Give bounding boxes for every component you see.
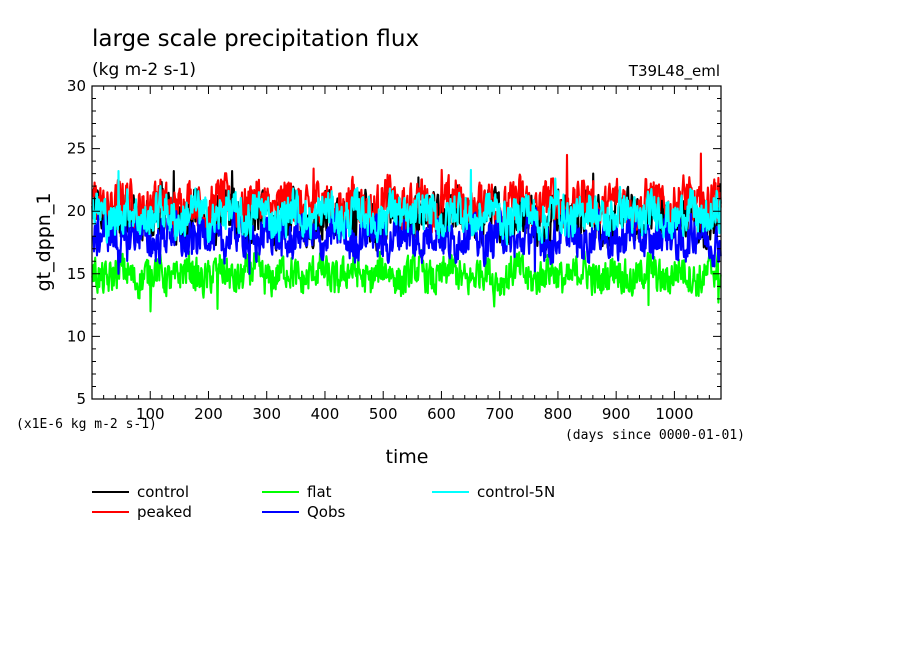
axis-ticks: [92, 85, 721, 400]
x-tick-label: 200: [194, 405, 223, 423]
legend-label: flat: [307, 483, 332, 501]
tick-marks: [92, 85, 721, 400]
x-tick-label: 400: [311, 405, 340, 423]
y-tick-label: 30: [67, 77, 86, 95]
chart-title: large scale precipitation flux: [92, 26, 419, 52]
series-line-control-5N: [91, 168, 722, 246]
y-scale-note: (x1E-6 kg m-2 s-1): [16, 417, 157, 432]
y-tick-label: 5: [76, 390, 86, 408]
legend-label: control-5N: [477, 483, 555, 501]
legend: control peaked flat Qobs control-5N: [92, 483, 555, 521]
series-line-flat: [91, 248, 722, 313]
x-tick-label: 900: [602, 405, 631, 423]
y-tick-label: 10: [67, 327, 86, 345]
plot-lines: [91, 152, 722, 313]
x-axis-label: time: [386, 446, 429, 468]
chart-units: (kg m-2 s-1): [92, 60, 196, 80]
y-tick-label: 15: [67, 265, 86, 283]
experiment-label: T39L48_eml: [628, 62, 720, 81]
y-tick-labels: 5 10 15 20 25 30: [67, 77, 86, 408]
x-tick-label: 100: [136, 405, 165, 423]
series-line-Qobs: [91, 206, 722, 275]
x-tick-label: 700: [485, 405, 514, 423]
x-tick-label: 800: [544, 405, 573, 423]
y-tick-label: 25: [67, 140, 86, 158]
x-tick-label: 500: [369, 405, 398, 423]
y-tick-label: 20: [67, 202, 86, 220]
x-tick-label: 1000: [655, 405, 693, 423]
x-tick-label: 600: [427, 405, 456, 423]
legend-label: peaked: [137, 503, 192, 521]
legend-label: Qobs: [307, 503, 346, 521]
legend-label: control: [137, 483, 189, 501]
y-axis-label: gt_dppn_1: [33, 193, 55, 292]
x-units-note: (days since 0000-01-01): [565, 428, 745, 443]
x-tick-labels: 100 200 300 400 500 600 700 800 900 1000: [136, 405, 694, 423]
x-tick-label: 300: [252, 405, 281, 423]
